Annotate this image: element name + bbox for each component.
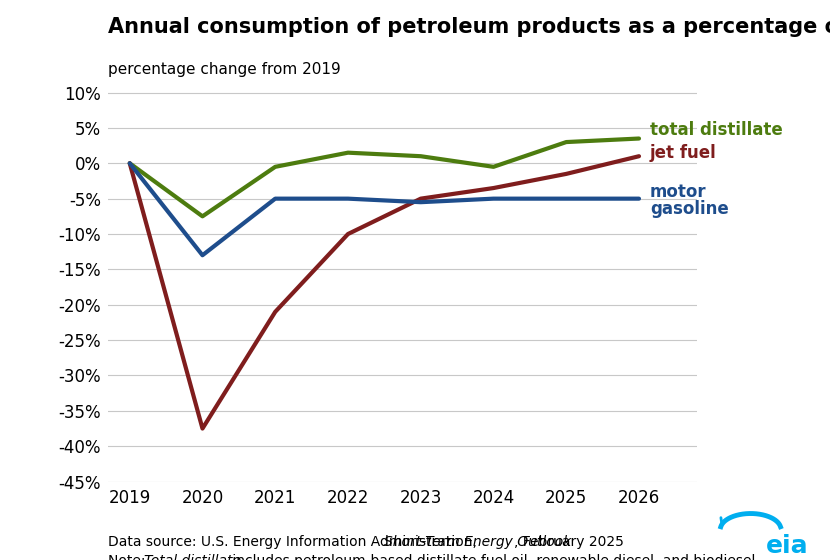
Text: , February 2025: , February 2025 — [514, 535, 623, 549]
Text: Total distillate: Total distillate — [144, 554, 242, 560]
Text: jet fuel: jet fuel — [650, 144, 716, 162]
Text: Short-Term Energy Outlook: Short-Term Energy Outlook — [383, 535, 571, 549]
Text: percentage change from 2019: percentage change from 2019 — [108, 62, 340, 77]
Text: Data source: U.S. Energy Information Administration,: Data source: U.S. Energy Information Adm… — [108, 535, 481, 549]
Text: includes petroleum-based distillate fuel oil, renewable diesel, and biodiesel.: includes petroleum-based distillate fuel… — [227, 554, 759, 560]
Text: Note:: Note: — [108, 554, 154, 560]
Text: motor: motor — [650, 183, 706, 200]
Text: total distillate: total distillate — [650, 121, 783, 139]
Text: eia: eia — [766, 534, 808, 558]
Text: gasoline: gasoline — [650, 200, 729, 218]
Text: Annual consumption of petroleum products as a percentage of 2019 consumption: Annual consumption of petroleum products… — [108, 17, 830, 37]
